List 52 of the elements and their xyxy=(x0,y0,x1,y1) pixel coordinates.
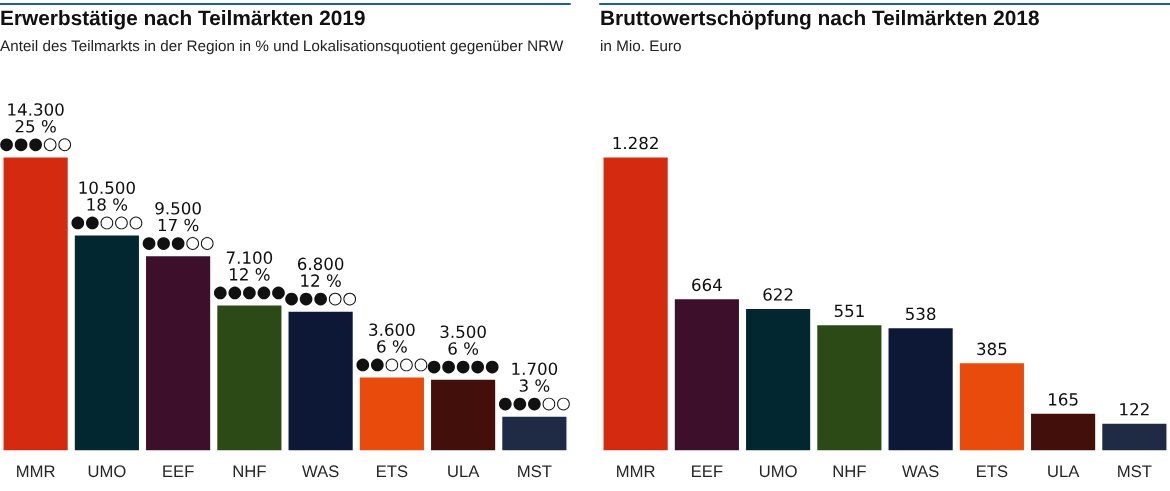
bar xyxy=(602,156,670,451)
data-label: 6.800 12 % ●●●○○ xyxy=(285,257,357,306)
bar xyxy=(73,234,141,451)
data-label: 664 xyxy=(692,278,722,292)
chart-title: Erwerbstätige nach Teilmärkten 2019 xyxy=(1,10,365,30)
bar xyxy=(215,304,283,451)
bar xyxy=(429,378,497,451)
data-label: 3.500 6 % ●●●●● xyxy=(427,325,499,374)
x-tick-label: ULA xyxy=(1048,465,1080,478)
data-label: 1.700 3 % ●●●○○ xyxy=(498,362,570,411)
data-label: 1.282 xyxy=(613,136,658,150)
x-tick-label: MST xyxy=(1118,465,1152,478)
x-tick-label: NHF xyxy=(233,465,266,477)
x-tick-label: MMR xyxy=(17,465,55,477)
bar xyxy=(144,254,212,451)
bar xyxy=(1100,422,1168,451)
x-tick-label: EEF xyxy=(163,465,194,477)
data-label: 14.300 25 % ●●●○○ xyxy=(0,103,72,152)
bar xyxy=(958,361,1026,451)
data-label: 3.600 6 % ●●○○○ xyxy=(356,323,428,372)
data-label: 122 xyxy=(1120,402,1149,416)
chart-title: Bruttowertschöpfung nach Teilmärkten 2018 xyxy=(601,10,1039,30)
x-tick-label: ETS xyxy=(977,465,1008,478)
bar xyxy=(287,310,355,451)
chart-subtitle: Anteil des Teilmarkts in der Region in % und Lokalisationsquotient gegenüber NRW xyxy=(0,40,564,55)
x-tick-label: WAS xyxy=(902,465,939,478)
bar xyxy=(887,326,955,451)
data-label: 622 xyxy=(763,288,793,301)
data-label: 7.100 12 % ●●●●● xyxy=(213,251,285,300)
x-tick-label: NHF xyxy=(833,465,866,477)
chart-subtitle: in Mio. Euro xyxy=(601,40,681,52)
x-tick-label: MST xyxy=(518,465,552,478)
bar xyxy=(358,376,426,451)
bar xyxy=(2,156,70,451)
data-label: 538 xyxy=(906,307,936,321)
bar xyxy=(815,323,883,451)
data-label: 10.500 18 % ●●○○○ xyxy=(71,181,143,230)
x-tick-label: UMO xyxy=(759,465,797,478)
bar xyxy=(744,307,812,451)
x-tick-label: EEF xyxy=(692,465,723,477)
x-tick-label: MMR xyxy=(617,465,655,477)
x-tick-label: UMO xyxy=(88,465,126,478)
x-tick-label: ETS xyxy=(377,465,408,478)
bar xyxy=(500,415,568,451)
data-label: 385 xyxy=(977,342,1007,356)
data-label: 9.500 17 % ●●●○○ xyxy=(142,201,214,250)
data-label: 551 xyxy=(834,304,864,318)
data-label: 165 xyxy=(1049,393,1078,406)
x-tick-label: WAS xyxy=(302,465,339,478)
bar xyxy=(1029,412,1097,451)
bar xyxy=(673,297,741,451)
x-tick-label: ULA xyxy=(448,465,480,478)
